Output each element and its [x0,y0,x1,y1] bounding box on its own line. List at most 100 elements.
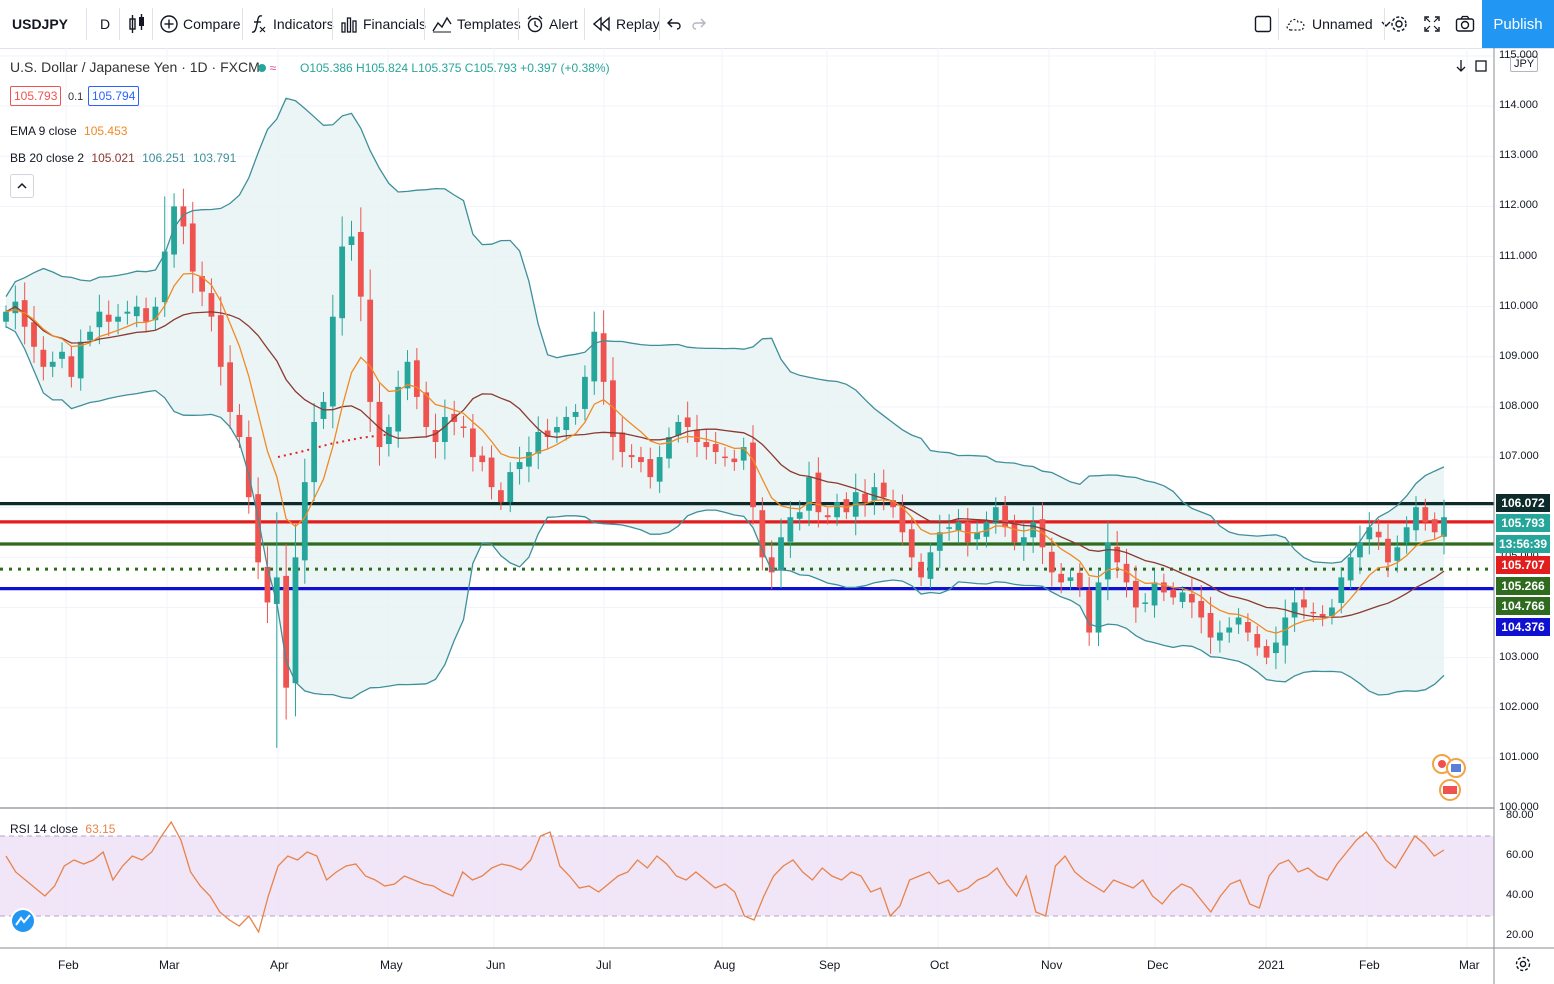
time-axis-label: Dec [1147,958,1169,972]
candle-body [1235,617,1242,625]
candle-body [526,452,532,467]
alarm-clock-icon [527,15,543,33]
candle-body [992,507,999,524]
rewind-icon [593,16,610,32]
time-axis-label: Jul [596,958,612,972]
candle-body [1366,527,1373,540]
price-axis-label: 108.000 [1499,399,1539,412]
candle-body [638,457,644,463]
financials-button[interactable]: Financials [340,0,426,48]
plus-circle-icon [160,15,178,33]
candle-body [1058,573,1065,583]
price-axis-label: 102.000 [1499,700,1539,713]
bb-legend[interactable]: BB 20 close 2 105.021 106.251 103.791 [10,151,236,165]
candle-body [1142,602,1149,604]
candle-body [740,447,747,461]
price-axis-label: 112.000 [1499,199,1538,212]
ema-legend[interactable]: EMA 9 close 105.453 [10,124,127,138]
event-markers[interactable] [1432,752,1476,807]
bb-label: BB 20 close 2 [10,151,85,165]
price-axis-label: 114.000 [1499,99,1538,112]
candle-body [1273,642,1279,654]
candle-body [143,308,149,322]
compare-button[interactable]: Compare [160,0,241,48]
candle-body [395,386,402,432]
select-layout-checkbox[interactable] [1254,0,1277,48]
tradingview-logo[interactable] [10,908,36,934]
candle-body [161,251,168,303]
settings-button[interactable] [1389,0,1414,48]
candle-body [1188,593,1195,603]
candle-body [1151,582,1158,606]
candle-body [890,500,896,508]
time-axis-label: Mar [159,958,180,972]
rsi-pane [0,820,1494,934]
candle-body [31,322,37,347]
rsi-legend[interactable]: RSI 14 close 63.15 [10,822,115,836]
candle-body [1076,572,1083,588]
maximize-pane-button[interactable] [1474,58,1488,77]
alert-button[interactable]: Alert [526,0,578,48]
currency-label[interactable]: JPY [1510,56,1539,72]
candle-body [283,575,290,688]
symbol-search[interactable]: USDJPY [12,16,69,32]
bb-basis-value: 105.021 [91,151,135,165]
candle-body [1329,607,1335,616]
undo-button[interactable] [667,0,688,48]
rsi-value: 63.15 [85,822,116,836]
replay-button[interactable]: Replay [593,0,660,48]
bar-chart-icon [341,17,357,33]
scroll-down-button[interactable] [1454,58,1468,77]
price-axis-label: 107.000 [1499,450,1539,463]
price-axis-label: 101.000 [1499,750,1539,763]
ohlc-values: O105.386 H105.824 L105.375 C105.793 +0.3… [300,61,610,75]
time-axis-label: Aug [714,958,736,972]
candle-body [77,341,84,379]
candle-body [1020,537,1027,546]
buy-price-box[interactable]: 105.794 [88,86,140,106]
collapse-legend-button[interactable] [10,174,34,198]
candle-body [1282,617,1289,646]
market-status-icon: ≈ [258,60,276,75]
time-axis-settings-button[interactable] [1514,955,1532,976]
chevron-up-icon [17,182,27,189]
snapshot-button[interactable] [1455,0,1480,48]
candle-body [105,314,112,322]
candle-body [199,276,205,292]
candle-body [778,537,784,570]
candle-body [245,437,252,498]
toolbar-divider [242,8,243,40]
candle-body [1132,580,1139,608]
redo-button[interactable] [690,0,711,48]
bb-upper-value: 106.251 [142,151,186,165]
chart-style-button[interactable] [128,0,151,48]
candle-body [824,515,831,518]
interval-button[interactable]: D [100,16,111,32]
candle-body [955,522,962,531]
candle-body [339,246,346,319]
templates-icon [432,16,452,33]
indicators-label: Indicators [273,16,334,32]
toolbar-divider [1278,8,1279,40]
bollinger-band-area [6,98,1444,699]
candle-body [516,462,523,470]
fullscreen-button[interactable] [1423,0,1446,48]
templates-button[interactable]: Templates [432,0,521,48]
candle-body [656,457,663,482]
toolbar-divider [119,8,120,40]
candle-body [628,455,635,458]
publish-button[interactable]: Publish [1482,0,1554,48]
bollinger-upper-line [5,97,1445,564]
sell-price-box[interactable]: 105.793 [10,86,62,106]
time-axis-label: Sep [819,958,841,972]
candle-body [87,331,93,341]
layout-name-dropdown[interactable]: Unnamed [1285,0,1398,48]
time-axis-label: Jun [486,958,506,972]
price-axis-label: 111.000 [1499,249,1538,262]
candle-body [413,360,420,397]
candle-body [357,231,364,297]
candle-body [1160,582,1167,593]
indicators-button[interactable]: Indicators [250,0,334,48]
candle-body [1347,557,1354,581]
